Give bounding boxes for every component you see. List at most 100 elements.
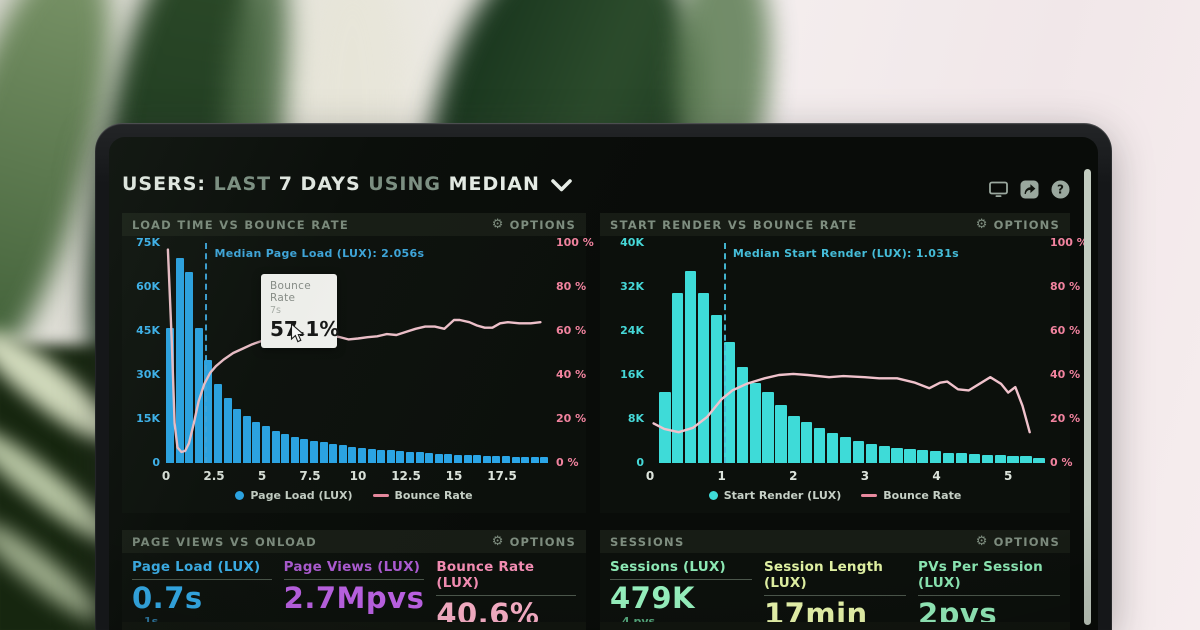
histogram-bar[interactable] [942,452,955,463]
options-button[interactable]: ⚙ OPTIONS [491,217,576,232]
x-tick: 0 [161,469,171,483]
y-tick: 32K [620,280,644,293]
histogram-bar[interactable] [377,449,386,463]
display-icon[interactable] [988,179,1008,199]
metric: Bounce Rate (LUX)40.6%500K100% [436,556,576,630]
tooltip-time: 7s [270,305,281,316]
histogram-bar[interactable] [473,455,482,463]
dashboard-screen: USERS: LAST 7 DAYS USING MEDIAN ? [109,137,1098,630]
histogram-bar[interactable] [852,441,864,463]
metric-divider [283,579,425,580]
histogram-bar[interactable] [955,453,968,463]
legend-item: Start Render (LUX) [708,489,841,502]
scrollbar[interactable] [1084,169,1091,625]
histogram-bar[interactable] [917,450,929,463]
median-label: Median Page Load (LUX): 2.056s [214,247,425,260]
histogram-bar[interactable] [492,455,501,463]
histogram-bar[interactable] [814,428,826,463]
histogram-bar[interactable] [1020,456,1032,463]
histogram-bar[interactable] [530,457,539,463]
options-button[interactable]: ⚙ OPTIONS [975,534,1060,549]
histogram-bar[interactable] [434,453,443,463]
histogram-bar[interactable] [348,446,357,463]
histogram-bar[interactable] [262,426,270,463]
gear-icon: ⚙ [975,534,989,549]
histogram-bar[interactable] [175,257,184,463]
histogram-bar[interactable] [386,450,395,463]
histogram-bar[interactable] [891,447,903,463]
histogram-bar[interactable] [233,408,242,463]
histogram-bar[interactable] [878,445,890,463]
histogram-bar[interactable] [329,443,338,463]
histogram-bar[interactable] [358,447,366,463]
histogram-bar[interactable] [252,421,261,463]
histogram-bar[interactable] [904,449,916,463]
metric-label: Sessions (LUX) [610,559,726,575]
histogram-bar[interactable] [290,436,299,463]
histogram-bar[interactable] [271,430,280,463]
histogram-bar[interactable] [710,314,723,463]
histogram-bar[interactable] [310,440,318,463]
metric: Session Length (LUX) 17min [764,556,906,630]
histogram-bar[interactable] [723,342,736,463]
legend-item: Page Load (LUX) [235,489,353,502]
histogram-bar[interactable] [826,433,839,463]
histogram-bar[interactable] [166,328,174,463]
timeframe-dropdown[interactable]: USERS: LAST 7 DAYS USING MEDIAN [122,170,572,198]
histogram-bar[interactable] [300,438,309,463]
metric-divider [764,595,906,596]
histogram-bar[interactable] [801,421,813,463]
histogram-bar[interactable] [736,366,748,463]
histogram-bar[interactable] [865,443,877,463]
histogram-bar[interactable] [482,455,491,463]
histogram-bar[interactable] [994,455,1006,463]
histogram-bar[interactable] [444,454,453,463]
histogram-bar[interactable] [223,398,232,463]
histogram-bar[interactable] [425,453,434,463]
chevron-down-icon [551,179,572,192]
histogram-bar[interactable] [521,456,530,463]
export-icon[interactable] [1019,179,1039,199]
next-row-panel-edge [600,622,1070,630]
histogram-bar[interactable] [762,391,774,463]
x-tick: 7.5 [299,469,321,483]
histogram-bar[interactable] [204,360,213,463]
histogram-bar[interactable] [775,405,787,463]
histogram-bar[interactable] [338,445,347,463]
histogram-bar[interactable] [697,292,710,463]
y-tick: 60 % [1050,324,1081,337]
histogram-bar[interactable] [415,452,424,463]
histogram-bar[interactable] [396,451,405,463]
histogram-bar[interactable] [981,454,993,463]
histogram-bar[interactable] [672,292,684,463]
histogram-bar[interactable] [406,451,414,463]
histogram-bar[interactable] [194,328,203,463]
histogram-bar[interactable] [242,416,251,463]
histogram-bar[interactable] [540,457,549,463]
y-axis-right: 100 % 80 % 60 % 40 % 20 % 0 % [556,237,608,469]
y-tick: 20 % [556,412,587,425]
histogram-bar[interactable] [454,454,462,463]
help-icon[interactable]: ? [1050,179,1070,199]
histogram-bar[interactable] [367,448,376,463]
histogram-bar[interactable] [749,383,761,463]
histogram-bar[interactable] [214,383,222,463]
histogram-bar[interactable] [685,270,697,463]
options-button[interactable]: ⚙ OPTIONS [491,534,576,549]
histogram-bar[interactable] [1007,455,1019,463]
histogram-bar[interactable] [968,454,981,463]
histogram-bar[interactable] [511,456,520,463]
legend-item: Bounce Rate [372,489,473,502]
histogram-bar[interactable] [659,391,671,463]
histogram-bar[interactable] [930,451,942,463]
histogram-bar[interactable] [185,272,194,463]
metric: PVs Per Session (LUX)2pvs100K40 min [918,556,1060,630]
histogram-bar[interactable] [1033,457,1045,463]
histogram-bar[interactable] [319,442,328,463]
histogram-bar[interactable] [788,416,800,463]
histogram-bar[interactable] [281,433,290,463]
histogram-bar[interactable] [839,437,852,463]
histogram-bar[interactable] [502,456,510,463]
options-button[interactable]: ⚙ OPTIONS [975,217,1060,232]
histogram-bar[interactable] [463,455,472,463]
